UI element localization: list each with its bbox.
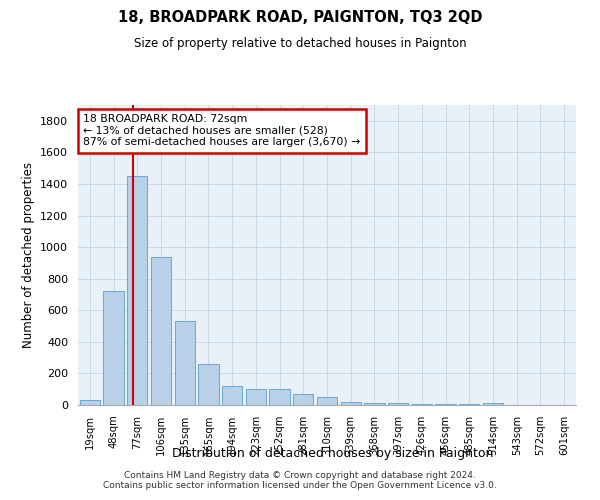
Bar (269, 389, 290, 405)
Bar (103, 292, 124, 405)
Bar (175, 322, 195, 405)
Bar (317, 397, 337, 405)
Bar (436, 404, 455, 405)
Bar (341, 402, 361, 405)
Text: 18 BROADPARK ROAD: 72sqm
← 13% of detached houses are smaller (528)
87% of semi-: 18 BROADPARK ROAD: 72sqm ← 13% of detach… (83, 114, 360, 147)
Text: 18, BROADPARK ROAD, PAIGNTON, TQ3 2QD: 18, BROADPARK ROAD, PAIGNTON, TQ3 2QD (118, 10, 482, 25)
Text: Contains HM Land Registry data © Crown copyright and database right 2024.
Contai: Contains HM Land Registry data © Crown c… (103, 470, 497, 490)
Bar (459, 404, 479, 405)
Text: Size of property relative to detached houses in Paignton: Size of property relative to detached ho… (134, 38, 466, 51)
Bar (80, 400, 100, 405)
Bar (364, 404, 385, 405)
Bar (412, 404, 432, 405)
Bar (483, 402, 503, 405)
Y-axis label: Number of detached properties: Number of detached properties (22, 162, 35, 348)
Bar (127, 176, 148, 405)
Bar (293, 394, 313, 405)
Bar (199, 364, 218, 405)
Bar (388, 404, 408, 405)
Bar (151, 256, 171, 405)
Bar (246, 389, 266, 405)
Text: Distribution of detached houses by size in Paignton: Distribution of detached houses by size … (172, 448, 494, 460)
Bar (222, 386, 242, 405)
